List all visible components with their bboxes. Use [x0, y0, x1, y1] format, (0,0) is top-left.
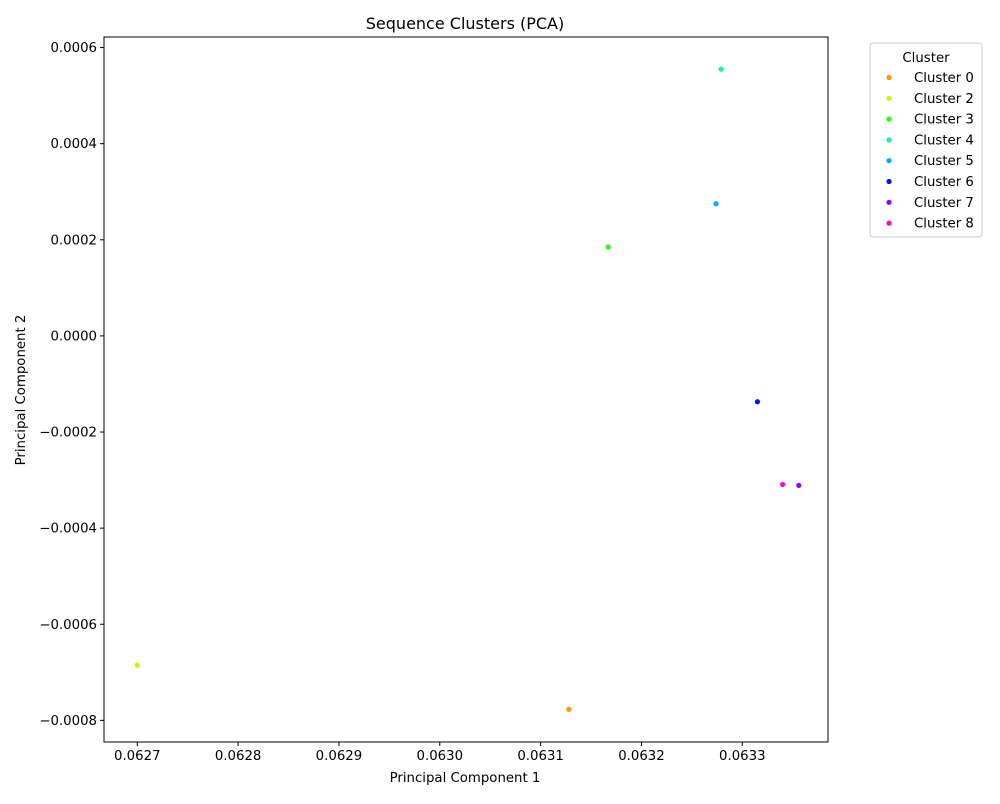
- legend-label: Cluster 8: [914, 217, 974, 232]
- legend-label: Cluster 5: [914, 154, 974, 169]
- data-point-cluster-2: [134, 662, 140, 668]
- x-tick-label: 0.0629: [316, 749, 363, 764]
- plot-area: 0.0627 0.0628 0.0629 0.0630 0.0631 0.0632 0.06…: [39, 36, 829, 764]
- x-tick-label: 0.0627: [114, 749, 161, 764]
- data-point-cluster-8: [780, 481, 786, 488]
- y-tick-label: 0.0000: [50, 329, 97, 344]
- legend-label: Cluster 3: [914, 113, 974, 128]
- y-tick-label: 0.0006: [50, 41, 97, 56]
- x-tick-label: 0.0632: [618, 749, 665, 764]
- data-point-cluster-6: [754, 399, 761, 405]
- legend-marker: [886, 74, 892, 81]
- y-axis-title: Principal Component 2: [14, 315, 29, 466]
- legend-marker: [886, 178, 892, 185]
- legend-marker: [886, 220, 892, 226]
- x-tick-label: 0.0631: [517, 749, 564, 764]
- legend-box: [869, 42, 983, 238]
- data-point-cluster-4: [718, 66, 724, 72]
- legend-marker: [886, 116, 892, 122]
- data-points: [134, 66, 802, 712]
- legend-marker: [886, 199, 892, 205]
- x-tick-label: 0.0630: [417, 749, 464, 764]
- data-point-cluster-3: [605, 244, 611, 250]
- y-tick-label: 0.0004: [50, 137, 97, 152]
- y-axis-ticks: −0.0008 −0.0006 −0.0004 −0.0002 0.0000 0.0002…: [39, 41, 104, 729]
- legend-marker: [886, 158, 892, 164]
- chart-title: Sequence Clusters (PCA): [366, 14, 564, 33]
- x-axis-title: Principal Component 1: [390, 771, 541, 786]
- data-point-cluster-5: [713, 201, 719, 207]
- plot-frame: [103, 36, 829, 743]
- legend-label: Cluster 4: [914, 133, 974, 148]
- legend-label: Cluster 0: [914, 71, 974, 86]
- x-axis-ticks: 0.0627 0.0628 0.0629 0.0630 0.0631 0.0632 0.06…: [114, 742, 766, 764]
- legend-title: Cluster: [902, 51, 950, 66]
- data-point-cluster-7: [796, 482, 802, 488]
- legend-label: Cluster 2: [914, 92, 974, 107]
- x-tick-label: 0.0633: [719, 749, 766, 764]
- data-point-cluster-0: [566, 706, 572, 712]
- legend-marker: [886, 95, 892, 101]
- legend-marker: [886, 137, 892, 143]
- y-tick-label: −0.0008: [39, 714, 97, 729]
- legend-items: Cluster 0 Cluster 2 Cluster 3 Cluster 4 Clus…: [886, 71, 974, 232]
- y-tick-label: −0.0004: [39, 522, 97, 537]
- x-tick-label: 0.0628: [215, 749, 262, 764]
- y-tick-label: −0.0002: [39, 426, 97, 441]
- legend-label: Cluster 7: [914, 196, 974, 211]
- y-tick-label: 0.0002: [50, 233, 97, 248]
- y-tick-label: −0.0006: [39, 618, 97, 633]
- legend-label: Cluster 6: [914, 175, 974, 190]
